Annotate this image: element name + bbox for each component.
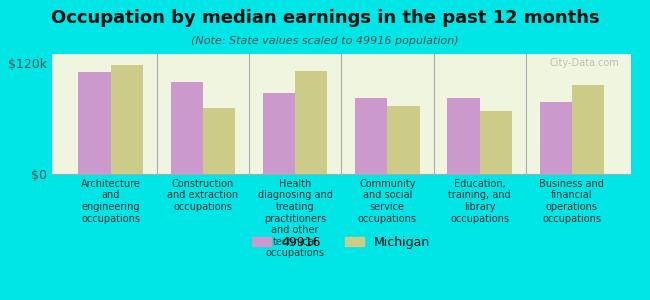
Bar	[355, 98, 387, 174]
Bar	[170, 82, 203, 174]
Bar	[480, 111, 512, 174]
Bar	[447, 98, 480, 174]
Bar	[203, 107, 235, 174]
Bar	[387, 106, 420, 174]
Bar	[263, 93, 295, 174]
Text: City-Data.com: City-Data.com	[549, 58, 619, 68]
Bar	[295, 70, 328, 174]
Text: Occupation by median earnings in the past 12 months: Occupation by median earnings in the pas…	[51, 9, 599, 27]
Bar	[111, 65, 143, 174]
Bar	[572, 85, 604, 174]
Bar	[78, 73, 111, 174]
Legend: 49916, Michigan: 49916, Michigan	[247, 231, 436, 254]
Bar	[540, 102, 572, 174]
Text: (Note: State values scaled to 49916 population): (Note: State values scaled to 49916 popu…	[191, 36, 459, 46]
